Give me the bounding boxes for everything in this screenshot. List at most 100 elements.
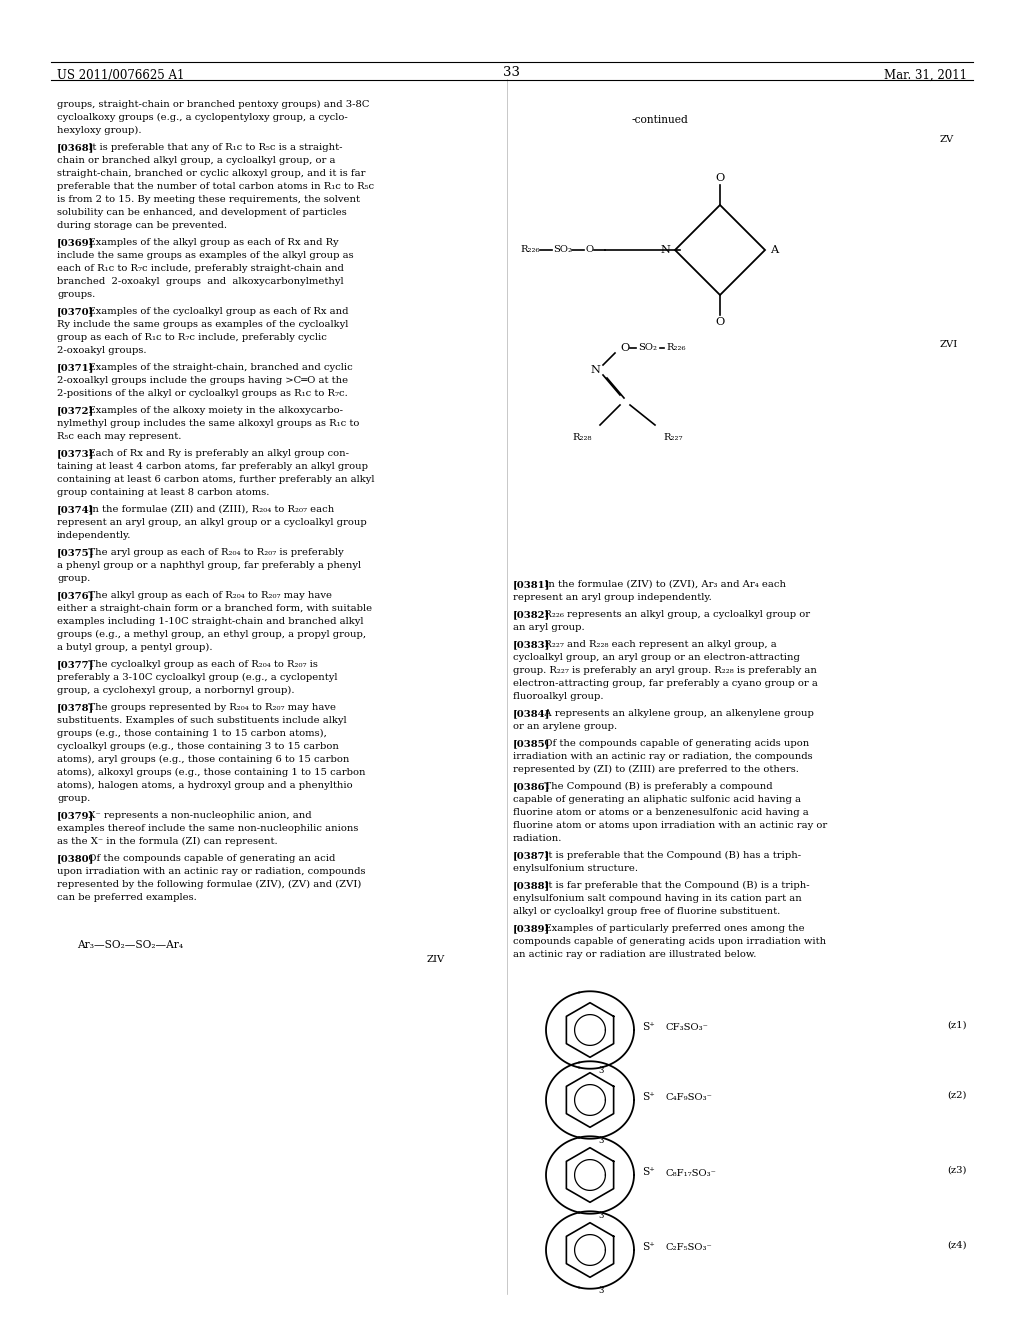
- Text: [0370]: [0370]: [57, 308, 94, 315]
- Text: 2-oxoakyl groups.: 2-oxoakyl groups.: [57, 346, 146, 355]
- Text: represented by (ZI) to (ZIII) are preferred to the others.: represented by (ZI) to (ZIII) are prefer…: [513, 766, 799, 774]
- Text: S⁺: S⁺: [642, 1167, 654, 1177]
- Text: The Compound (B) is preferably a compound: The Compound (B) is preferably a compoun…: [536, 781, 773, 791]
- Text: (z2): (z2): [947, 1090, 967, 1100]
- Text: enylsulfonium structure.: enylsulfonium structure.: [513, 865, 638, 873]
- Text: O: O: [716, 173, 725, 183]
- Text: 2-positions of the alkyl or cycloalkyl groups as R₁c to R₇c.: 2-positions of the alkyl or cycloalkyl g…: [57, 389, 348, 399]
- Text: The cycloalkyl group as each of R₂₀₄ to R₂₀₇ is: The cycloalkyl group as each of R₂₀₄ to …: [80, 660, 318, 669]
- Text: [0389]: [0389]: [513, 924, 550, 933]
- Text: group.: group.: [57, 574, 90, 583]
- Text: irradiation with an actinic ray or radiation, the compounds: irradiation with an actinic ray or radia…: [513, 752, 813, 762]
- Text: include the same groups as examples of the alkyl group as: include the same groups as examples of t…: [57, 251, 353, 260]
- Text: substituents. Examples of such substituents include alkyl: substituents. Examples of such substitue…: [57, 715, 347, 725]
- Text: fluorine atom or atoms or a benzenesulfonic acid having a: fluorine atom or atoms or a benzenesulfo…: [513, 808, 809, 817]
- Text: [0377]: [0377]: [57, 660, 94, 669]
- Text: Examples of the alkoxy moiety in the alkoxycarbо-: Examples of the alkoxy moiety in the alk…: [80, 407, 343, 414]
- Text: an actinic ray or radiation are illustrated below.: an actinic ray or radiation are illustra…: [513, 950, 757, 960]
- Text: O: O: [585, 246, 593, 255]
- Text: preferably a 3-10C cycloalkyl group (e.g., a cyclopentyl: preferably a 3-10C cycloalkyl group (e.g…: [57, 673, 338, 682]
- Text: groups (e.g., those containing 1 to 15 carbon atoms),: groups (e.g., those containing 1 to 15 c…: [57, 729, 327, 738]
- Text: group, a cyclohexyl group, a norbornyl group).: group, a cyclohexyl group, a norbornyl g…: [57, 686, 295, 696]
- Text: atoms), halogen atoms, a hydroxyl group and a phenylthio: atoms), halogen atoms, a hydroxyl group …: [57, 781, 352, 791]
- Text: N: N: [660, 246, 670, 255]
- Text: [0378]: [0378]: [57, 704, 94, 711]
- Text: (z4): (z4): [947, 1241, 967, 1250]
- Text: independently.: independently.: [57, 531, 131, 540]
- Text: [0383]: [0383]: [513, 640, 550, 649]
- Text: [0376]: [0376]: [57, 591, 94, 601]
- Text: alkyl or cycloalkyl group free of fluorine substituent.: alkyl or cycloalkyl group free of fluori…: [513, 907, 780, 916]
- Text: (z1): (z1): [947, 1020, 967, 1030]
- Text: [0374]: [0374]: [57, 506, 94, 513]
- Text: represent an aryl group, an alkyl group or a cycloalkyl group: represent an aryl group, an alkyl group …: [57, 517, 367, 527]
- Text: SO₂: SO₂: [638, 343, 657, 352]
- Text: an aryl group.: an aryl group.: [513, 623, 585, 632]
- Text: S⁺: S⁺: [642, 1092, 654, 1102]
- Text: enylsulfonium salt compound having in its cation part an: enylsulfonium salt compound having in it…: [513, 894, 802, 903]
- Text: US 2011/0076625 A1: US 2011/0076625 A1: [57, 69, 184, 82]
- Text: [0375]: [0375]: [57, 548, 94, 557]
- Text: branched  2-oxoakyl  groups  and  alkoxycarbonylmethyl: branched 2-oxoakyl groups and alkoxycarb…: [57, 277, 344, 286]
- Text: group.: group.: [57, 795, 90, 803]
- Text: Examples of the straight-chain, branched and cyclic: Examples of the straight-chain, branched…: [80, 363, 353, 372]
- Text: as the X⁻ in the formula (ZI) can represent.: as the X⁻ in the formula (ZI) can repres…: [57, 837, 278, 846]
- Text: O: O: [716, 317, 725, 327]
- Text: Of the compounds capable of generating an acid: Of the compounds capable of generating a…: [80, 854, 336, 863]
- Text: C₄F₉SO₃⁻: C₄F₉SO₃⁻: [666, 1093, 713, 1102]
- Text: [0386]: [0386]: [513, 781, 550, 791]
- Text: R₅c each may represent.: R₅c each may represent.: [57, 432, 181, 441]
- Text: either a straight-chain form or a branched form, with suitable: either a straight-chain form or a branch…: [57, 605, 372, 612]
- Text: represent an aryl group independently.: represent an aryl group independently.: [513, 593, 712, 602]
- Text: solubility can be enhanced, and development of particles: solubility can be enhanced, and developm…: [57, 209, 347, 216]
- Text: group as each of R₁c to R₇c include, preferably cyclic: group as each of R₁c to R₇c include, pre…: [57, 333, 327, 342]
- Text: [0368]: [0368]: [57, 143, 94, 152]
- Text: groups.: groups.: [57, 290, 95, 300]
- Text: A: A: [770, 246, 778, 255]
- Text: It is preferable that any of R₁c to R₅c is a straight-: It is preferable that any of R₁c to R₅c …: [80, 143, 343, 152]
- Text: straight-chain, branched or cyclic alkoxyl group, and it is far: straight-chain, branched or cyclic alkox…: [57, 169, 366, 178]
- Text: electron-attracting group, far preferably a cyano group or a: electron-attracting group, far preferabl…: [513, 678, 818, 688]
- Text: [0371]: [0371]: [57, 363, 94, 372]
- Text: is from 2 to 15. By meeting these requirements, the solvent: is from 2 to 15. By meeting these requir…: [57, 195, 360, 205]
- Text: The aryl group as each of R₂₀₄ to R₂₀₇ is preferably: The aryl group as each of R₂₀₄ to R₂₀₇ i…: [80, 548, 344, 557]
- Text: Examples of particularly preferred ones among the: Examples of particularly preferred ones …: [536, 924, 805, 933]
- Text: fluoroalkyl group.: fluoroalkyl group.: [513, 692, 603, 701]
- Text: A represents an alkylene group, an alkenylene group: A represents an alkylene group, an alken…: [536, 709, 814, 718]
- Text: taining at least 4 carbon atoms, far preferably an alkyl group: taining at least 4 carbon atoms, far pre…: [57, 462, 368, 471]
- Text: group containing at least 8 carbon atoms.: group containing at least 8 carbon atoms…: [57, 488, 269, 498]
- Text: Mar. 31, 2011: Mar. 31, 2011: [884, 69, 967, 82]
- Text: each of R₁c to R₇c include, preferably straight-chain and: each of R₁c to R₇c include, preferably s…: [57, 264, 344, 273]
- Text: [0373]: [0373]: [57, 449, 94, 458]
- Text: or an arylene group.: or an arylene group.: [513, 722, 617, 731]
- Text: [0382]: [0382]: [513, 610, 550, 619]
- Text: 3: 3: [598, 1137, 603, 1144]
- Text: Examples of the alkyl group as each of Rx and Ry: Examples of the alkyl group as each of R…: [80, 238, 339, 247]
- Text: O: O: [620, 343, 630, 352]
- Text: examples including 1-10C straight-chain and branched alkyl: examples including 1-10C straight-chain …: [57, 616, 364, 626]
- Text: represented by the following formulae (ZIV), (ZV) and (ZVI): represented by the following formulae (Z…: [57, 880, 361, 890]
- Text: -continued: -continued: [632, 115, 688, 125]
- Text: ZIV: ZIV: [427, 954, 445, 964]
- Text: 33: 33: [504, 66, 520, 78]
- Text: hexyloxy group).: hexyloxy group).: [57, 125, 141, 135]
- Text: Examples of the cycloalkyl group as each of Rx and: Examples of the cycloalkyl group as each…: [80, 308, 349, 315]
- Text: Of the compounds capable of generating acids upon: Of the compounds capable of generating a…: [536, 739, 810, 748]
- Text: fluorine atom or atoms upon irradiation with an actinic ray or: fluorine atom or atoms upon irradiation …: [513, 821, 827, 830]
- Text: atoms), aryl groups (e.g., those containing 6 to 15 carbon: atoms), aryl groups (e.g., those contain…: [57, 755, 349, 764]
- Text: ZVI: ZVI: [940, 341, 958, 348]
- Text: 3: 3: [598, 1210, 603, 1220]
- Text: R₂₂₈: R₂₂₈: [572, 433, 592, 442]
- Text: Ar₃—SO₂—SO₂—Ar₄: Ar₃—SO₂—SO₂—Ar₄: [77, 940, 183, 950]
- Text: [0381]: [0381]: [513, 579, 550, 589]
- Text: [0388]: [0388]: [513, 880, 550, 890]
- Text: radiation.: radiation.: [513, 834, 562, 843]
- Text: R₂₂₆: R₂₂₆: [520, 246, 540, 255]
- Text: SO₂: SO₂: [553, 246, 572, 255]
- Text: In the formulae (ZIV) to (ZVI), Ar₃ and Ar₄ each: In the formulae (ZIV) to (ZVI), Ar₃ and …: [536, 579, 786, 589]
- Text: R₂₂₇: R₂₂₇: [663, 433, 683, 442]
- Text: X⁻ represents a non-nucleophilic anion, and: X⁻ represents a non-nucleophilic anion, …: [80, 810, 312, 820]
- Text: preferable that the number of total carbon atoms in R₁c to R₅c: preferable that the number of total carb…: [57, 182, 374, 191]
- Text: compounds capable of generating acids upon irradiation with: compounds capable of generating acids up…: [513, 937, 826, 946]
- Text: a phenyl group or a naphthyl group, far preferably a phenyl: a phenyl group or a naphthyl group, far …: [57, 561, 361, 570]
